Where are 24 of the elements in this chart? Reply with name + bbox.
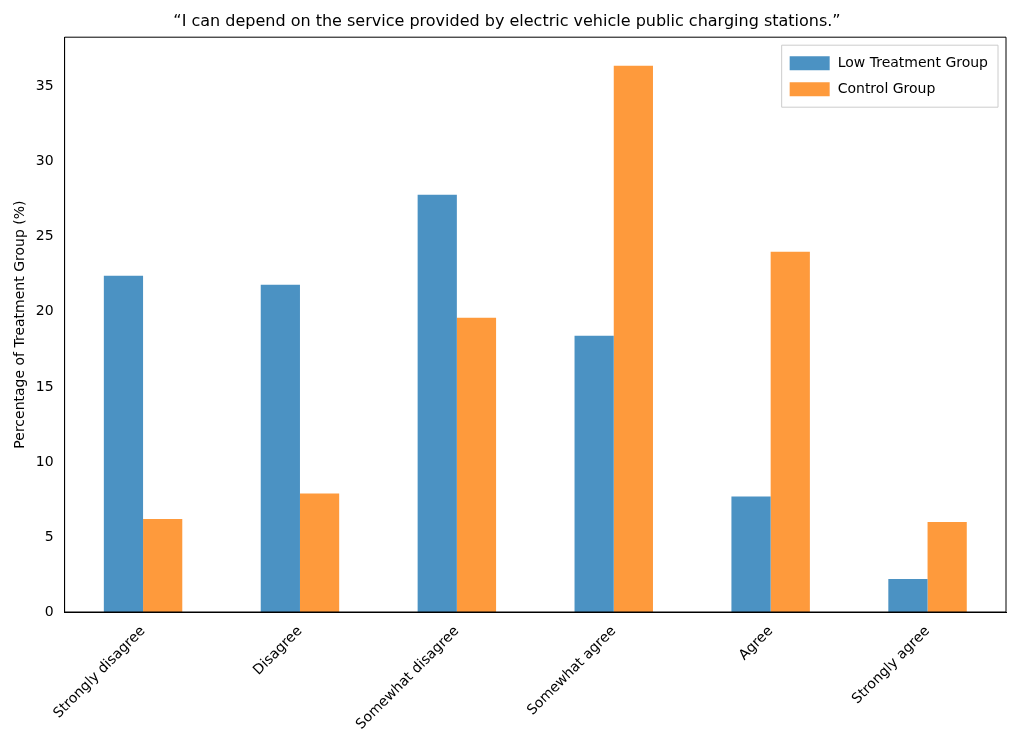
bar [927,521,967,613]
bar [731,496,771,613]
y-tick-label: 15 [35,377,54,394]
bar [613,65,653,613]
y-tick-label: 20 [35,302,54,319]
bar [456,317,497,613]
y-axis-title: Percentage of Treatment Group (%) [11,200,28,449]
legend-label: Low Treatment Group [837,53,989,70]
bar [103,275,144,613]
y-tick-label: 5 [44,527,54,544]
bar [770,251,810,613]
y-tick-label: 25 [35,227,54,244]
y-tick-label: 35 [35,77,54,94]
chart-title: “I can depend on the service provided by electric vehicle public charging stations.” [173,10,841,30]
bar [417,194,457,613]
legend-label: Control Group [837,79,936,96]
bar [260,284,300,613]
bar [143,518,183,613]
y-tick-label: 30 [35,152,54,169]
bar [299,493,340,613]
y-tick-label: 0 [44,602,54,619]
y-tick-label: 10 [35,452,54,469]
bar [574,335,614,613]
bar [888,578,928,613]
